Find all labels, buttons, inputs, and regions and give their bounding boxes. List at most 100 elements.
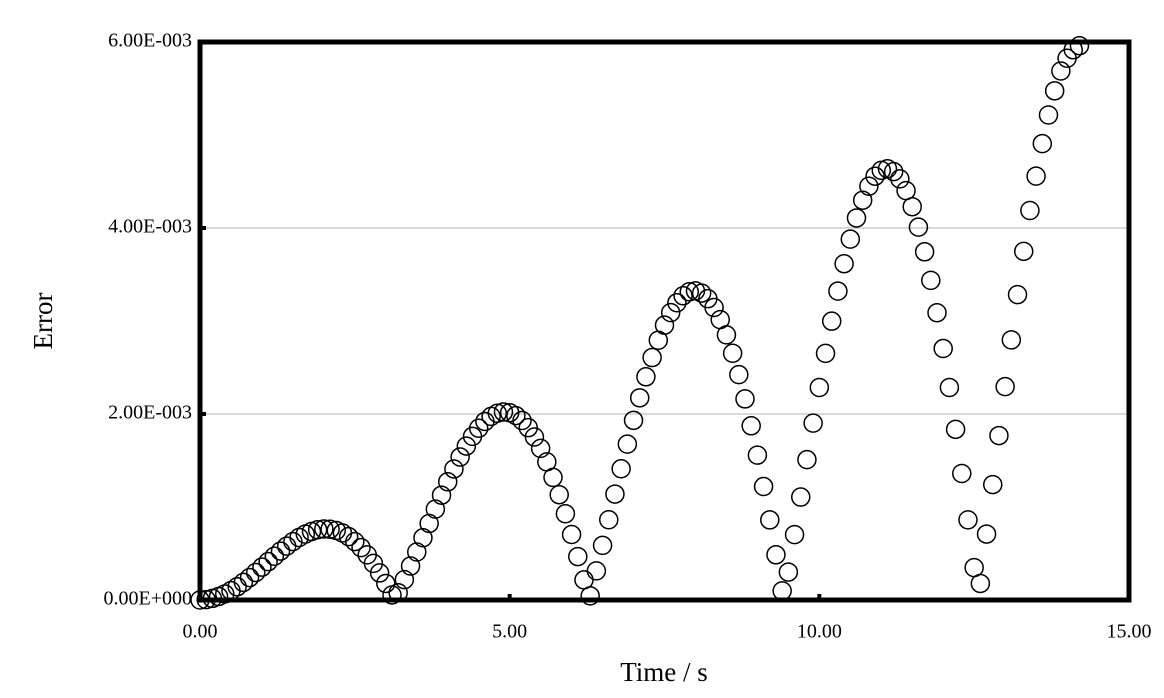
point — [270, 541, 291, 561]
point — [586, 561, 607, 581]
point — [487, 403, 508, 424]
point — [1063, 40, 1084, 60]
point — [753, 476, 774, 497]
point — [896, 180, 916, 201]
point — [722, 343, 743, 364]
point — [332, 523, 353, 543]
point — [976, 524, 997, 544]
point — [828, 281, 848, 301]
point — [716, 325, 737, 345]
point — [778, 562, 799, 582]
point — [413, 528, 433, 548]
point — [264, 546, 285, 567]
point — [530, 438, 551, 459]
point — [865, 166, 885, 186]
point — [468, 418, 489, 438]
point — [791, 487, 811, 507]
point — [493, 402, 514, 422]
point — [772, 581, 792, 601]
point — [890, 169, 910, 189]
point — [549, 484, 569, 505]
point — [599, 509, 619, 530]
point — [1013, 241, 1034, 262]
x-tick-label: 0.00 — [183, 621, 218, 643]
point — [1051, 61, 1071, 81]
point — [233, 572, 254, 593]
point — [425, 499, 446, 519]
point — [747, 445, 768, 465]
y-axis-title: Error — [28, 293, 58, 350]
point — [345, 531, 365, 552]
point — [388, 582, 408, 603]
point — [1001, 330, 1022, 350]
point — [580, 586, 600, 606]
point — [568, 546, 588, 567]
point — [642, 347, 662, 368]
point — [419, 513, 439, 534]
y-tick-label: 6.00E-003 — [108, 30, 192, 52]
point — [407, 542, 427, 562]
point — [394, 569, 415, 590]
point — [338, 526, 359, 547]
point — [617, 434, 638, 454]
point — [840, 229, 861, 249]
point — [908, 217, 929, 237]
point — [543, 467, 563, 488]
point — [196, 589, 216, 610]
point — [958, 510, 978, 530]
point — [654, 315, 675, 335]
point — [927, 302, 947, 323]
point — [363, 553, 384, 574]
point — [667, 293, 687, 313]
point — [921, 270, 941, 291]
point — [939, 377, 960, 398]
point — [351, 537, 371, 558]
point — [902, 196, 922, 217]
point — [524, 427, 545, 447]
point — [803, 413, 823, 433]
point — [450, 447, 470, 467]
point — [883, 161, 904, 182]
point — [592, 535, 613, 556]
point — [629, 388, 650, 408]
point — [846, 208, 867, 228]
point — [369, 563, 390, 583]
point — [1020, 200, 1040, 221]
point — [982, 474, 1003, 495]
point — [735, 389, 755, 409]
point — [691, 283, 712, 303]
point — [227, 577, 247, 597]
point — [945, 419, 966, 440]
point — [760, 510, 780, 530]
point — [784, 524, 805, 545]
point — [561, 524, 582, 545]
point — [1032, 133, 1053, 154]
point — [320, 519, 340, 539]
point — [456, 436, 477, 456]
point — [952, 463, 972, 484]
point — [437, 472, 458, 492]
point — [679, 282, 700, 302]
point — [704, 297, 724, 318]
point — [258, 551, 278, 572]
point — [1038, 105, 1059, 125]
point — [512, 410, 532, 431]
point — [611, 459, 631, 479]
y-tick-label: 4.00E-003 — [108, 216, 192, 238]
point — [797, 449, 817, 470]
point — [555, 504, 576, 524]
point — [809, 377, 830, 398]
point — [1044, 81, 1065, 101]
point — [852, 190, 873, 210]
point — [276, 536, 297, 556]
point — [314, 519, 334, 539]
point — [989, 425, 1009, 446]
point — [506, 405, 526, 426]
point — [933, 338, 953, 359]
point — [834, 253, 854, 274]
point — [1007, 284, 1028, 305]
x-tick-label: 5.00 — [492, 621, 527, 643]
point — [673, 286, 693, 306]
point — [431, 485, 452, 505]
